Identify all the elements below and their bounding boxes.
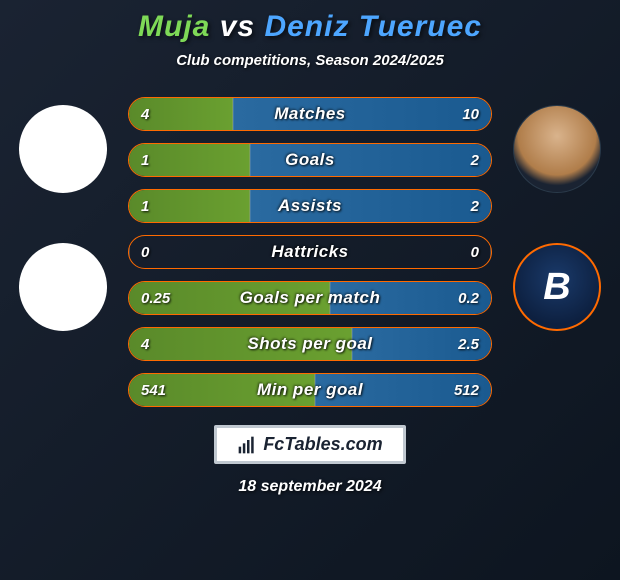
vs-text: vs [220, 10, 255, 43]
stat-row: 12Goals [128, 143, 492, 177]
stat-label: Hattricks [129, 242, 491, 262]
page-title: Muja vs Deniz Tueruec [0, 10, 620, 44]
stat-value-left: 1 [129, 144, 161, 176]
stat-value-right: 0.2 [446, 282, 491, 314]
subtitle: Club competitions, Season 2024/2025 [0, 52, 620, 69]
club-logo-glyph: B [543, 266, 570, 309]
main-row: 410Matches12Goals12Assists00Hattricks0.2… [0, 87, 620, 407]
stat-value-left: 1 [129, 190, 161, 222]
stat-value-right: 512 [442, 374, 491, 406]
footer: FcTables.com 18 september 2024 [0, 425, 620, 496]
chart-icon [237, 435, 257, 455]
stat-value-right: 10 [450, 98, 491, 130]
stat-fill-right [250, 144, 491, 176]
stat-row: 410Matches [128, 97, 492, 131]
player1-name: Muja [138, 10, 210, 43]
stat-row: 541512Min per goal [128, 373, 492, 407]
stat-value-right: 0 [459, 236, 491, 268]
stat-value-left: 541 [129, 374, 178, 406]
player1-club-logo [19, 243, 107, 331]
stat-row: 12Assists [128, 189, 492, 223]
site-logo-text: FcTables.com [263, 434, 382, 455]
left-avatar-column [8, 87, 118, 331]
site-logo[interactable]: FcTables.com [214, 425, 405, 464]
stat-row: 42.5Shots per goal [128, 327, 492, 361]
stat-value-left: 4 [129, 98, 161, 130]
player2-avatar [513, 105, 601, 193]
stat-value-left: 0 [129, 236, 161, 268]
stat-fill-right [250, 190, 491, 222]
player2-name: Deniz Tueruec [264, 10, 482, 43]
stat-value-right: 2.5 [446, 328, 491, 360]
comparison-card: Muja vs Deniz Tueruec Club competitions,… [0, 0, 620, 496]
stat-fill-left [129, 328, 352, 360]
right-avatar-column: B [502, 87, 612, 331]
stat-value-right: 2 [459, 144, 491, 176]
stat-bars: 410Matches12Goals12Assists00Hattricks0.2… [118, 87, 502, 407]
stat-value-left: 0.25 [129, 282, 182, 314]
player2-club-logo: B [513, 243, 601, 331]
stat-value-left: 4 [129, 328, 161, 360]
stat-value-right: 2 [459, 190, 491, 222]
stat-row: 0 0Hattricks [128, 235, 492, 269]
player1-avatar [19, 105, 107, 193]
date-text: 18 september 2024 [238, 478, 381, 496]
stat-row: 0.250.2Goals per match [128, 281, 492, 315]
